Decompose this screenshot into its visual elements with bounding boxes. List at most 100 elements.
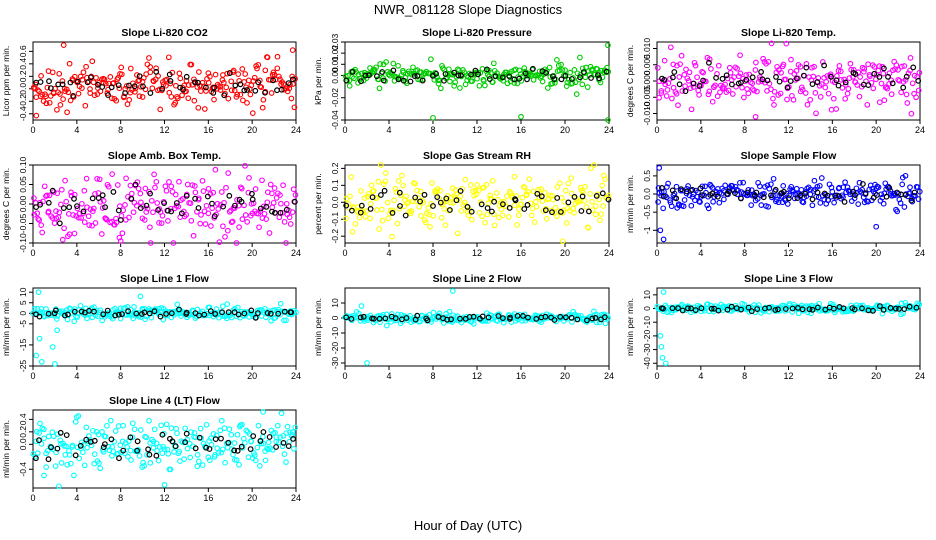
reference-point: [453, 197, 460, 204]
y-tick-label: 0.2: [18, 426, 28, 438]
reference-point: [760, 194, 767, 201]
data-point: [63, 198, 70, 205]
data-point: [281, 451, 288, 457]
data-point: [66, 452, 73, 458]
y-tick-label: 0: [330, 315, 340, 320]
data-point: [732, 183, 739, 190]
data-point: [143, 434, 150, 441]
data-point: [661, 57, 668, 64]
data-point: [39, 229, 46, 236]
reference-point: [37, 79, 44, 85]
data-point: [69, 442, 76, 449]
x-tick-label: 0: [342, 371, 347, 381]
reference-point: [458, 72, 464, 79]
data-point: [663, 194, 670, 201]
data-point: [217, 87, 224, 93]
reference-point: [782, 306, 789, 312]
data-point: [844, 90, 851, 97]
data-point: [265, 439, 272, 446]
data-point: [283, 317, 289, 324]
data-point: [709, 184, 716, 191]
reference-point: [274, 87, 280, 94]
data-point: [429, 180, 435, 186]
reference-point: [900, 84, 907, 91]
data-point: [685, 183, 691, 189]
reference-point: [842, 79, 849, 86]
reference-point: [768, 192, 774, 199]
reference-point: [168, 208, 175, 215]
data-point: [90, 427, 96, 434]
data-point: [722, 182, 729, 189]
reference-point: [448, 316, 455, 323]
data-point: [57, 437, 64, 444]
x-tick-label: 16: [516, 248, 526, 258]
reference-point: [414, 73, 421, 79]
data-point: [901, 204, 908, 210]
data-point: [704, 202, 711, 209]
reference-point: [814, 189, 821, 196]
y-axis-label: ml/min per min.: [1, 298, 11, 356]
data-point: [43, 193, 49, 199]
data-point: [912, 192, 918, 199]
data-point: [246, 175, 252, 181]
reference-point: [599, 190, 606, 197]
data-point: [676, 74, 683, 80]
data-point: [249, 110, 256, 116]
reference-point: [70, 92, 76, 99]
reference-point: [178, 210, 185, 217]
y-axis-label: degrees C per min.: [625, 45, 635, 117]
reference-point: [343, 202, 350, 209]
data-point: [146, 417, 152, 424]
data-point: [888, 91, 895, 98]
data-point: [45, 433, 52, 440]
data-point: [274, 53, 281, 60]
data-point: [691, 59, 698, 66]
data-point: [367, 201, 374, 207]
reference-point: [500, 201, 506, 208]
reference-point: [592, 315, 599, 321]
data-point: [384, 199, 391, 206]
data-point: [264, 54, 271, 61]
data-point: [780, 61, 787, 68]
outlier-point: [52, 361, 58, 367]
data-point: [56, 209, 63, 216]
data-point: [403, 193, 409, 200]
y-tick-label: -0.02: [330, 88, 340, 108]
y-tick-label: 0.5: [642, 170, 652, 182]
data-point: [141, 217, 148, 223]
panel-6: Slope Sample Flow ml/min per min. 0 4 8 12 16 2…: [625, 150, 925, 258]
reference-point: [273, 444, 280, 450]
data-point: [263, 216, 270, 222]
reference-point: [759, 76, 766, 83]
data-point: [291, 445, 297, 452]
y-tick-label: -0.2: [18, 94, 28, 109]
data-point: [274, 422, 281, 429]
reference-point: [659, 184, 665, 191]
data-point: [793, 185, 800, 192]
data-point: [748, 187, 755, 193]
outlier-point: [559, 238, 566, 245]
data-point: [489, 177, 496, 184]
data-point: [228, 87, 235, 94]
x-tick-label: 24: [291, 493, 301, 503]
data-point: [587, 190, 593, 197]
data-point: [44, 192, 50, 199]
reference-point: [63, 432, 70, 439]
data-point: [468, 216, 475, 223]
reference-point: [128, 195, 135, 202]
data-point: [245, 189, 252, 196]
data-point: [855, 201, 862, 207]
data-point: [915, 87, 922, 94]
data-point: [489, 79, 496, 85]
data-point: [242, 162, 248, 169]
outlier-point: [783, 40, 790, 47]
data-point: [428, 56, 434, 63]
reference-point: [59, 81, 66, 88]
data-point: [490, 60, 497, 67]
data-point: [694, 74, 700, 81]
data-point: [83, 63, 89, 70]
reference-point: [579, 193, 586, 200]
data-point: [248, 82, 255, 89]
reference-point: [906, 303, 913, 310]
data-point: [601, 311, 608, 318]
